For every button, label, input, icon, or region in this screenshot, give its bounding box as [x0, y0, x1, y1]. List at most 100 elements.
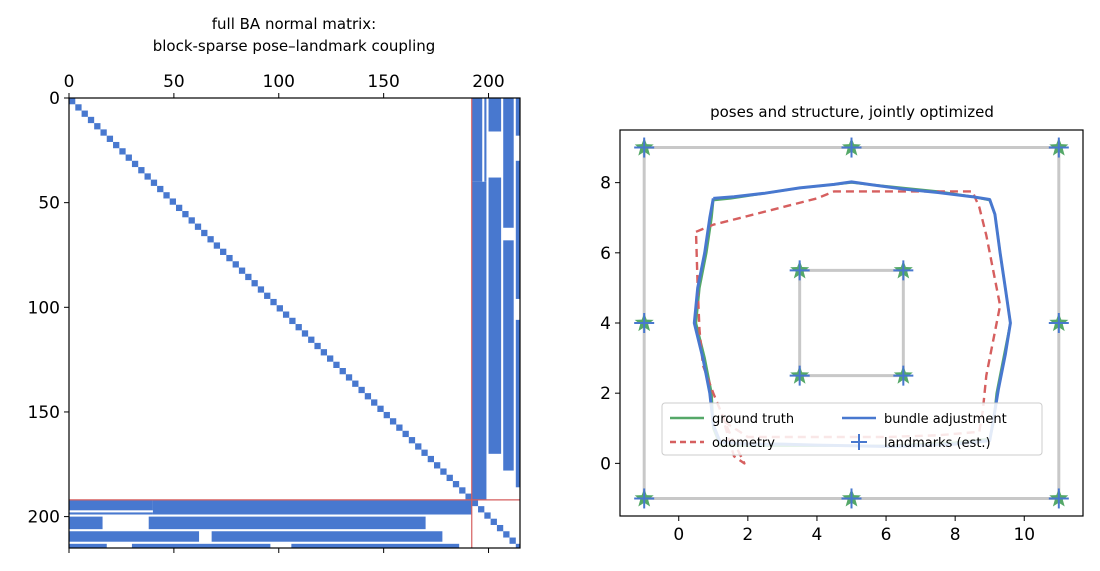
matrix-plot-area — [69, 98, 520, 548]
y-tick-label: 150 — [28, 403, 60, 423]
diagonal-block — [289, 317, 296, 325]
diagonal-block — [459, 487, 466, 494]
coupling-block-transpose — [131, 543, 271, 548]
y-tick-label: 2 — [600, 384, 611, 404]
y-tick-label: 8 — [600, 174, 611, 194]
coupling-block — [515, 98, 520, 136]
x-tick-label: 150 — [367, 72, 399, 92]
diagonal-block — [75, 104, 82, 111]
diagonal-block — [295, 324, 302, 331]
diagonal-block — [446, 474, 453, 482]
x-tick-label: 10 — [1013, 525, 1035, 545]
diagonal-block — [327, 355, 334, 362]
diagonal-block — [427, 455, 434, 463]
legend-box — [661, 402, 1043, 456]
y-tick-label: 6 — [600, 244, 611, 264]
diagonal-block — [402, 430, 409, 438]
diagonal-block — [509, 537, 516, 544]
diagonal-block — [213, 242, 221, 249]
coupling-block-transpose — [69, 516, 103, 530]
diagonal-block — [182, 211, 189, 218]
matrix-title-line-2: block-sparse pose–landmark coupling — [153, 37, 436, 55]
diagonal-block — [389, 418, 397, 425]
x-tick-label: 0 — [673, 525, 684, 545]
trajectory-title: poses and structure, jointly optimized — [710, 103, 994, 121]
diagonal-block — [100, 129, 107, 136]
diagonal-block — [194, 223, 202, 230]
y-tick-label: 4 — [600, 314, 611, 334]
diagonal-block — [345, 374, 353, 381]
legend-label: ground truth — [712, 412, 794, 427]
coupling-block-transpose — [69, 512, 153, 515]
coupling-block-transpose — [69, 531, 200, 542]
diagonal-block — [478, 506, 485, 513]
diagonal-block — [301, 330, 309, 337]
matrix-axes: 0 50 100 150 200 0 50 100 150 200 — [28, 72, 521, 553]
diagonal-block — [232, 261, 239, 268]
diagonal-block — [408, 437, 416, 444]
coupling-block — [488, 177, 502, 454]
coupling-block — [484, 98, 487, 182]
matrix-cells — [69, 98, 520, 548]
diagonal-block — [81, 110, 88, 117]
diagonal-block — [125, 154, 132, 161]
legend-label: landmarks (est.) — [884, 436, 991, 451]
diagonal-block — [377, 405, 384, 412]
trajectory-frame — [619, 129, 1084, 517]
diagonal-block — [264, 292, 271, 299]
diagonal-block — [245, 273, 252, 281]
diagonal-block — [282, 311, 290, 318]
coupling-block — [503, 240, 514, 471]
diagonal-block — [465, 493, 472, 500]
diagonal-block — [150, 179, 158, 186]
diagonal-block — [201, 229, 208, 237]
diagonal-block — [308, 336, 315, 343]
diagonal-block — [433, 462, 441, 469]
diagonal-block — [471, 499, 479, 507]
matrix-frame — [68, 97, 521, 549]
diagonal-block — [503, 531, 510, 538]
diagonal-block — [69, 98, 76, 105]
diagonal-block — [371, 399, 378, 406]
diagonal-block — [113, 141, 120, 149]
coupling-block-transpose — [152, 499, 472, 515]
coupling-block — [503, 98, 514, 228]
coupling-block-transpose — [148, 516, 426, 530]
matrix-title-line-1: full BA normal matrix: — [212, 15, 377, 33]
x-tick-label: 4 — [812, 525, 823, 545]
coupling-block — [515, 160, 520, 299]
x-tick-label: 8 — [950, 525, 961, 545]
trajectory-axes: 0 2 4 6 8 10 0 2 4 6 8 — [600, 129, 1084, 545]
y-tick-label: 0 — [600, 454, 611, 474]
diagonal-block — [383, 411, 390, 419]
diagonal-block — [270, 298, 277, 306]
legend-label: bundle adjustment — [884, 412, 1007, 427]
coupling-block-transpose — [291, 543, 460, 548]
diagonal-block — [169, 198, 176, 205]
diagonal-block — [396, 424, 403, 431]
x-tick-label: 200 — [472, 72, 504, 92]
trajectory-plot-area — [634, 137, 1069, 509]
x-tick-label: 50 — [163, 72, 185, 92]
diagonal-block — [220, 248, 227, 255]
coupling-block — [488, 98, 502, 132]
diagonal-block — [188, 217, 195, 224]
diagonal-block — [257, 286, 265, 293]
diagonal-block — [320, 349, 328, 356]
y-tick-label: 0 — [49, 89, 60, 109]
diagonal-block — [440, 468, 447, 475]
diagonal-block — [87, 116, 95, 124]
diagonal-block — [314, 342, 321, 350]
diagonal-block — [138, 167, 145, 174]
legend-label: odometry — [712, 436, 775, 451]
diagonal-block — [119, 148, 126, 155]
diagonal-block — [452, 481, 460, 488]
diagonal-block — [484, 512, 491, 519]
diagonal-block — [421, 449, 428, 456]
diagonal-block — [94, 123, 101, 130]
y-tick-label: 200 — [28, 508, 60, 528]
y-tick-label: 50 — [38, 194, 60, 214]
diagonal-block — [490, 518, 497, 525]
trajectory-panel: poses and structure, jointly optimized 0… — [600, 103, 1084, 545]
